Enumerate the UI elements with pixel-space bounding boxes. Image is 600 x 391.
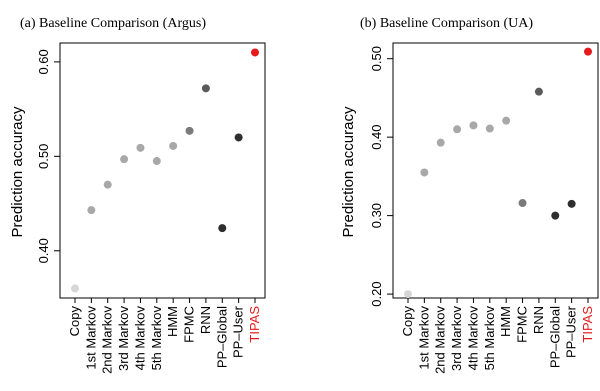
data-point-tipas xyxy=(251,48,259,56)
x-tick-label: TIPAS xyxy=(580,306,595,343)
y-tick-label: 0.30 xyxy=(369,203,384,228)
data-point-copy xyxy=(71,285,79,293)
data-point-rnn xyxy=(202,84,210,92)
x-tick-label: 3rd Markov xyxy=(449,306,464,372)
x-tick-label: RNN xyxy=(531,306,546,334)
panel-title: (b) Baseline Comparison (UA) xyxy=(360,16,533,31)
data-points xyxy=(71,48,259,292)
panel-title: (a) Baseline Comparison (Argus) xyxy=(20,16,206,31)
x-tick-label: 1st Markov xyxy=(83,306,98,370)
x-axis-categories: Copy 1st Markov 2nd Markov 3rd Markov 4th Ma… xyxy=(400,298,595,374)
x-tick-label: HMM xyxy=(498,306,513,337)
x-tick-label: Copy xyxy=(67,306,82,337)
data-point-pp-global xyxy=(551,212,559,220)
data-point-1st-markov xyxy=(87,206,95,214)
data-points xyxy=(404,48,592,298)
y-axis: 0.20 0.30 0.40 0.50 xyxy=(369,46,393,307)
x-tick-label: 2nd Markov xyxy=(433,306,448,374)
data-point-tipas xyxy=(584,48,592,56)
data-point-2nd-markov xyxy=(104,181,112,189)
data-point-5th-markov xyxy=(486,125,494,133)
x-tick-label: 5th Markov xyxy=(149,306,164,371)
data-point-fpmc xyxy=(186,127,194,135)
x-axis-categories: Copy 1st Markov 2nd Markov 3rd Markov 4th Ma… xyxy=(67,298,262,374)
panel-ua: (b) Baseline Comparison (UA) Prediction … xyxy=(340,16,598,374)
x-tick-label: RNN xyxy=(198,306,213,334)
y-tick-label: 0.50 xyxy=(369,46,384,71)
data-point-4th-markov xyxy=(469,121,477,129)
data-point-copy xyxy=(404,290,412,298)
x-tick-label: Copy xyxy=(400,306,415,337)
x-tick-label: 5th Markov xyxy=(482,306,497,371)
data-point-4th-markov xyxy=(136,144,144,152)
data-point-5th-markov xyxy=(153,157,161,165)
y-axis-label: Prediction accuracy xyxy=(340,106,357,237)
data-point-3rd-markov xyxy=(120,155,128,163)
y-axis: 0.40 0.50 0.60 xyxy=(36,49,60,263)
data-point-hmm xyxy=(169,142,177,150)
x-tick-label: TIPAS xyxy=(247,306,262,343)
data-point-pp-user xyxy=(235,133,243,141)
y-tick-label: 0.50 xyxy=(36,144,51,169)
y-tick-label: 0.60 xyxy=(36,49,51,74)
x-tick-label: HMM xyxy=(165,306,180,337)
x-tick-label: PP–Global xyxy=(547,306,562,368)
x-tick-label: 4th Markov xyxy=(132,306,147,371)
y-tick-label: 0.40 xyxy=(369,124,384,149)
x-tick-label: 4th Markov xyxy=(465,306,480,371)
data-point-3rd-markov xyxy=(453,125,461,133)
x-tick-label: 1st Markov xyxy=(416,306,431,370)
data-point-rnn xyxy=(535,88,543,96)
plot-frame xyxy=(60,43,265,298)
data-point-hmm xyxy=(502,117,510,125)
data-point-pp-user xyxy=(568,200,576,208)
x-tick-label: 3rd Markov xyxy=(116,306,131,372)
x-tick-label: PP–User xyxy=(231,305,246,358)
x-tick-label: 2nd Markov xyxy=(100,306,115,374)
data-point-1st-markov xyxy=(420,168,428,176)
y-tick-label: 0.20 xyxy=(369,281,384,306)
data-point-fpmc xyxy=(519,199,527,207)
x-tick-label: PP–Global xyxy=(214,306,229,368)
x-tick-label: PP–User xyxy=(564,305,579,358)
x-tick-label: FPMC xyxy=(182,306,197,343)
y-tick-label: 0.40 xyxy=(36,238,51,263)
x-tick-label: FPMC xyxy=(515,306,530,343)
y-axis-label: Prediction accuracy xyxy=(9,106,26,237)
panel-argus: (a) Baseline Comparison (Argus) Predicti… xyxy=(9,16,265,374)
data-point-2nd-markov xyxy=(437,139,445,147)
data-point-pp-global xyxy=(218,224,226,232)
